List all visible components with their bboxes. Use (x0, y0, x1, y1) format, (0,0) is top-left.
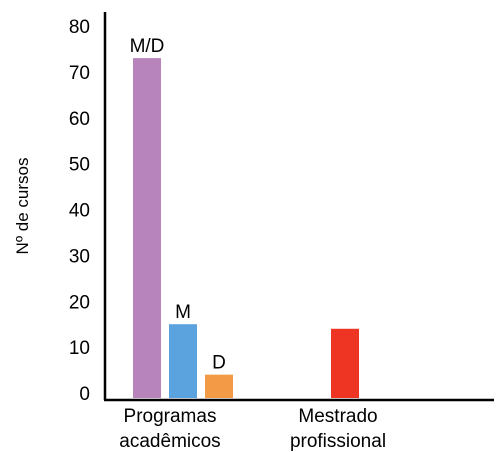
bars: M/D M D (130, 36, 359, 399)
x-category-label: Programas (124, 406, 217, 427)
y-tick-label: 80 (69, 17, 90, 38)
bar-data-label: M (175, 302, 191, 323)
bar (331, 328, 359, 398)
x-category-label: profissional (290, 431, 386, 452)
y-tick-label: 30 (69, 246, 90, 267)
y-tick-label: 20 (69, 292, 90, 313)
y-tick-label: 50 (69, 155, 90, 176)
y-tick-label: 60 (69, 109, 90, 130)
y-tick-label: 40 (69, 201, 90, 222)
bar (133, 58, 161, 399)
category-labels: Programas acadêmicos Mestrado profissional (119, 406, 386, 452)
y-tick-label: 70 (69, 63, 90, 84)
bar (205, 374, 233, 398)
y-tick-label: 0 (79, 384, 90, 405)
y-tick-label: 10 (69, 338, 90, 359)
bar (169, 324, 197, 398)
bar-data-label: D (212, 353, 226, 374)
x-category-label: acadêmicos (119, 431, 220, 452)
y-axis-label: Nº de cursos (13, 158, 32, 255)
bar-data-label: M/D (130, 36, 165, 57)
y-ticks: 0 10 20 30 40 50 60 70 80 (69, 17, 90, 405)
x-category-label: Mestrado (298, 406, 377, 427)
